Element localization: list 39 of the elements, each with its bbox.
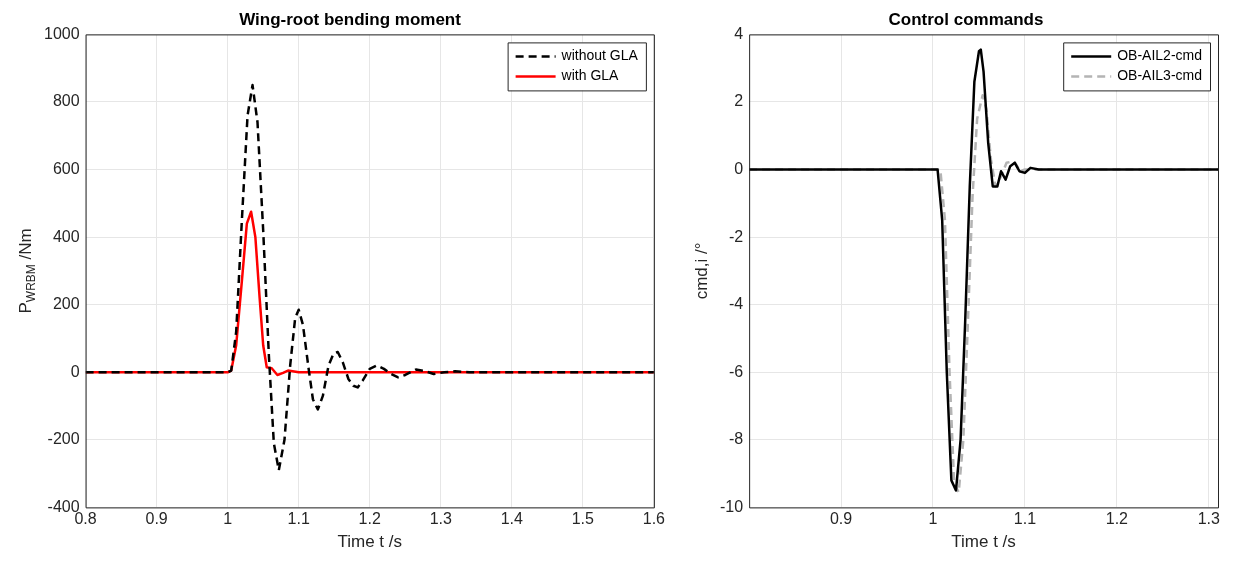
y-tick-label: -10 bbox=[720, 497, 744, 515]
x-axis-title: Time t /s bbox=[951, 532, 1016, 552]
legend-label: OB-AIL3-cmd bbox=[1117, 67, 1203, 84]
x-tick-label: 1.2 bbox=[358, 510, 381, 528]
x-axis-title: Time t /s bbox=[337, 532, 403, 552]
y-tick-label: 1000 bbox=[44, 24, 80, 42]
x-tick-label: 1.2 bbox=[1105, 510, 1129, 528]
x-tick-label: 1.3 bbox=[429, 510, 452, 528]
y-tick-label: -8 bbox=[728, 430, 744, 448]
y-tick-label: 0 bbox=[70, 362, 80, 380]
legend-label: with GLA bbox=[560, 67, 620, 84]
x-tick-label: 1.3 bbox=[1197, 510, 1221, 528]
x-tick-label: 1.5 bbox=[571, 510, 595, 528]
x-tick-label: 1.4 bbox=[500, 510, 524, 528]
x-tick-label: 1.1 bbox=[287, 510, 310, 528]
y-tick-label: 2 bbox=[734, 92, 744, 110]
chart-title: Wing-root bending moment bbox=[239, 9, 462, 29]
y-tick-label: -2 bbox=[728, 227, 744, 245]
legend-label: without GLA bbox=[560, 47, 639, 64]
x-tick-label: 0.9 bbox=[145, 510, 168, 528]
y-tick-label: 200 bbox=[52, 295, 80, 313]
x-tick-label: 1 bbox=[928, 510, 938, 528]
line-series bbox=[85, 83, 654, 472]
x-tick-label: 0.9 bbox=[829, 510, 853, 528]
legend-label: OB-AIL2-cmd bbox=[1117, 47, 1203, 64]
y-tick-label: 600 bbox=[52, 159, 80, 177]
y-tick-label: 400 bbox=[52, 227, 80, 245]
y-tick-label: 800 bbox=[52, 92, 80, 110]
x-tick-label: 1.1 bbox=[1013, 510, 1037, 528]
y-tick-label: -200 bbox=[47, 430, 80, 448]
x-tick-label: 1 bbox=[223, 510, 233, 528]
y-tick-label: -6 bbox=[728, 362, 744, 380]
y-axis-title: PWRBM /Nm bbox=[15, 228, 39, 314]
x-tick-label: 1.6 bbox=[642, 510, 666, 528]
y-tick-label: 4 bbox=[734, 24, 744, 42]
y-tick-label: -4 bbox=[728, 295, 744, 313]
y-tick-label: 0 bbox=[734, 159, 744, 177]
chart-title: Control commands bbox=[888, 9, 1044, 29]
y-axis-title: cmd,i /° bbox=[691, 242, 711, 300]
